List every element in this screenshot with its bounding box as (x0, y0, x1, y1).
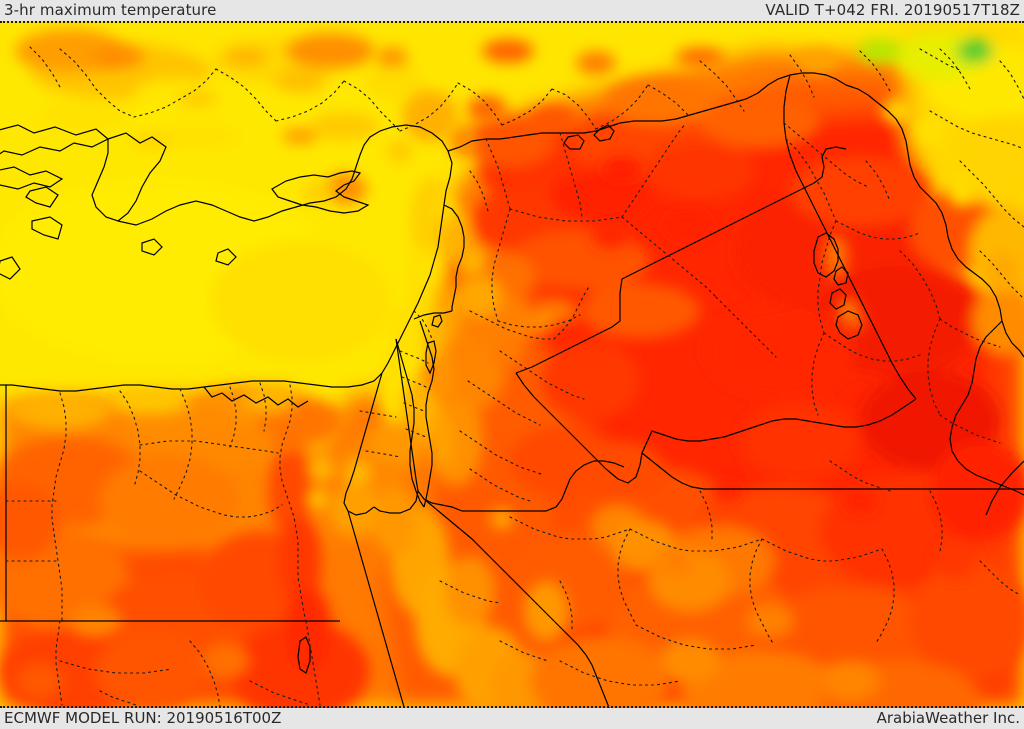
temp-fine-detail (16, 39, 1018, 701)
temperature-heatmap (0, 21, 1024, 708)
temp-medium-patches (0, 29, 1024, 708)
provider-credit: ArabiaWeather Inc. (876, 709, 1020, 727)
coastlines-layer (0, 72, 1024, 708)
footer-bar: ECMWF MODEL RUN: 20190516T00Z ArabiaWeat… (0, 708, 1024, 729)
valid-time-label: VALID T+042 FRI. 20190517T18Z (765, 1, 1020, 19)
header-bar: 3-hr maximum temperature VALID T+042 FRI… (0, 0, 1024, 21)
page-title: 3-hr maximum temperature (4, 1, 217, 19)
map-viewport[interactable] (0, 21, 1024, 708)
model-run-label: ECMWF MODEL RUN: 20190516T00Z (4, 709, 282, 727)
admin-boundaries-layer (5, 46, 1024, 708)
